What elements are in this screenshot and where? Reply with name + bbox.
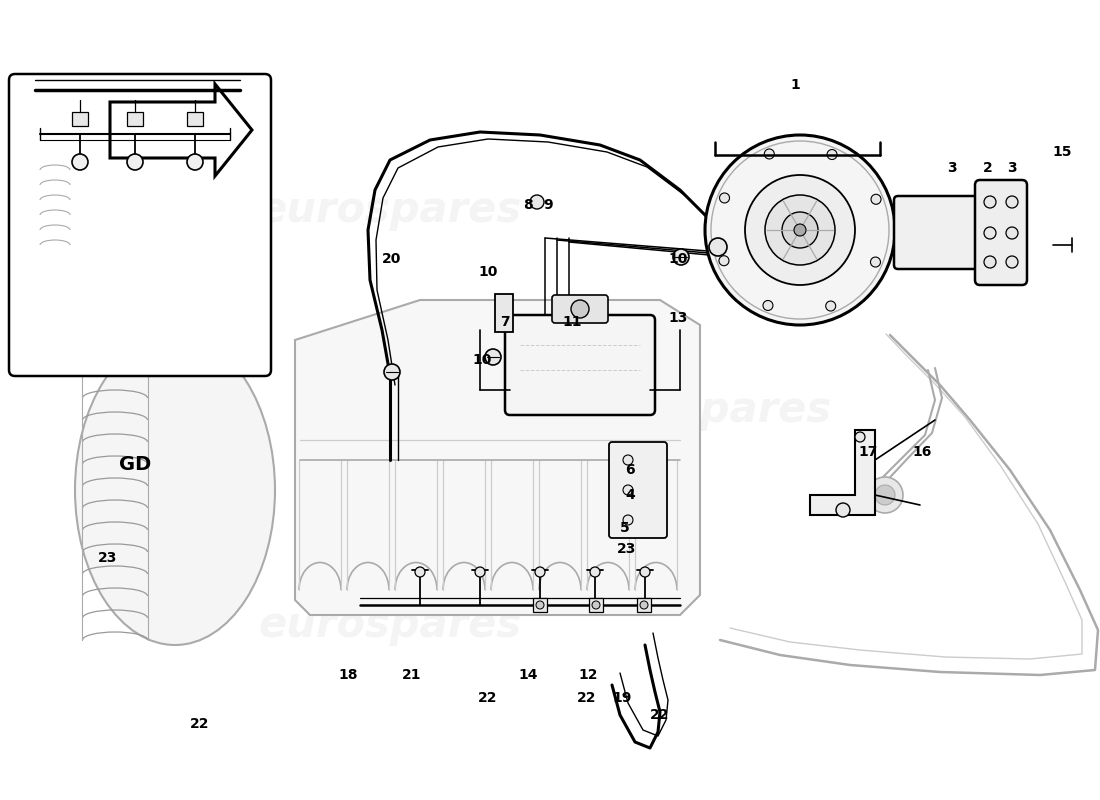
Circle shape	[874, 485, 895, 505]
Text: 12: 12	[579, 668, 597, 682]
Text: 22: 22	[650, 708, 670, 722]
Circle shape	[1006, 196, 1018, 208]
Text: 10: 10	[669, 252, 688, 266]
Text: 22: 22	[190, 717, 210, 731]
Text: 2: 2	[983, 161, 993, 175]
Circle shape	[764, 149, 774, 159]
Text: 15: 15	[1053, 145, 1071, 159]
Circle shape	[827, 150, 837, 159]
Bar	[637, 598, 651, 612]
Bar	[588, 598, 603, 612]
Text: 9: 9	[543, 198, 553, 212]
Polygon shape	[110, 84, 252, 176]
Ellipse shape	[75, 335, 275, 645]
Text: 19: 19	[613, 691, 631, 705]
Bar	[187, 112, 204, 126]
Bar	[534, 598, 547, 612]
Text: 16: 16	[912, 445, 932, 459]
Circle shape	[1006, 256, 1018, 268]
Text: eurospares: eurospares	[258, 189, 521, 231]
Circle shape	[984, 196, 996, 208]
Circle shape	[485, 349, 501, 365]
Circle shape	[590, 567, 600, 577]
Bar	[72, 112, 88, 126]
Text: 1: 1	[790, 78, 800, 92]
Text: 3: 3	[947, 161, 957, 175]
Circle shape	[673, 249, 689, 265]
Circle shape	[475, 567, 485, 577]
Circle shape	[763, 301, 773, 310]
Circle shape	[705, 135, 895, 325]
Ellipse shape	[106, 327, 224, 373]
Text: 22: 22	[578, 691, 596, 705]
Circle shape	[72, 154, 88, 170]
FancyBboxPatch shape	[894, 196, 992, 269]
Circle shape	[592, 601, 600, 609]
Circle shape	[782, 212, 818, 248]
Text: 7: 7	[500, 315, 509, 329]
Text: 18: 18	[339, 668, 358, 682]
Circle shape	[794, 224, 806, 236]
Text: 10: 10	[472, 353, 492, 367]
FancyBboxPatch shape	[505, 315, 654, 415]
Text: 13: 13	[669, 311, 688, 325]
Circle shape	[535, 567, 544, 577]
Text: eurospares: eurospares	[569, 389, 832, 431]
Circle shape	[415, 567, 425, 577]
Text: GD: GD	[119, 454, 151, 474]
Text: 8: 8	[524, 198, 532, 212]
Circle shape	[623, 455, 632, 465]
Circle shape	[984, 256, 996, 268]
FancyBboxPatch shape	[609, 442, 667, 538]
FancyBboxPatch shape	[975, 180, 1027, 285]
Bar	[495, 294, 513, 332]
Circle shape	[530, 195, 544, 209]
Circle shape	[384, 364, 400, 380]
Text: 10: 10	[478, 265, 497, 279]
Text: eurospares: eurospares	[258, 604, 521, 646]
Circle shape	[623, 485, 632, 495]
Text: 14: 14	[518, 668, 538, 682]
Circle shape	[826, 301, 836, 311]
Circle shape	[1006, 227, 1018, 239]
Circle shape	[836, 503, 850, 517]
Text: 4: 4	[625, 488, 635, 502]
Circle shape	[187, 154, 204, 170]
Circle shape	[870, 257, 880, 267]
Circle shape	[571, 300, 588, 318]
Text: 17: 17	[858, 445, 878, 459]
FancyBboxPatch shape	[9, 74, 271, 376]
Text: 23: 23	[617, 542, 637, 556]
Bar	[126, 112, 143, 126]
FancyBboxPatch shape	[552, 295, 608, 323]
Circle shape	[640, 601, 648, 609]
Text: 5: 5	[620, 521, 630, 535]
Circle shape	[719, 193, 729, 203]
Text: 23: 23	[98, 551, 118, 565]
Text: 21: 21	[403, 668, 421, 682]
Circle shape	[623, 515, 632, 525]
Text: 22: 22	[478, 691, 497, 705]
Circle shape	[745, 175, 855, 285]
Circle shape	[871, 194, 881, 204]
Text: 20: 20	[383, 252, 402, 266]
Text: 11: 11	[562, 315, 582, 329]
Circle shape	[719, 256, 729, 266]
Circle shape	[126, 154, 143, 170]
Circle shape	[867, 477, 903, 513]
Circle shape	[536, 601, 544, 609]
Ellipse shape	[85, 294, 175, 326]
Text: 6: 6	[625, 463, 635, 477]
Circle shape	[710, 238, 727, 256]
Text: 3: 3	[1008, 161, 1016, 175]
Circle shape	[764, 195, 835, 265]
Polygon shape	[295, 300, 700, 615]
Circle shape	[640, 567, 650, 577]
Circle shape	[855, 432, 865, 442]
Polygon shape	[810, 430, 875, 515]
Circle shape	[984, 227, 996, 239]
